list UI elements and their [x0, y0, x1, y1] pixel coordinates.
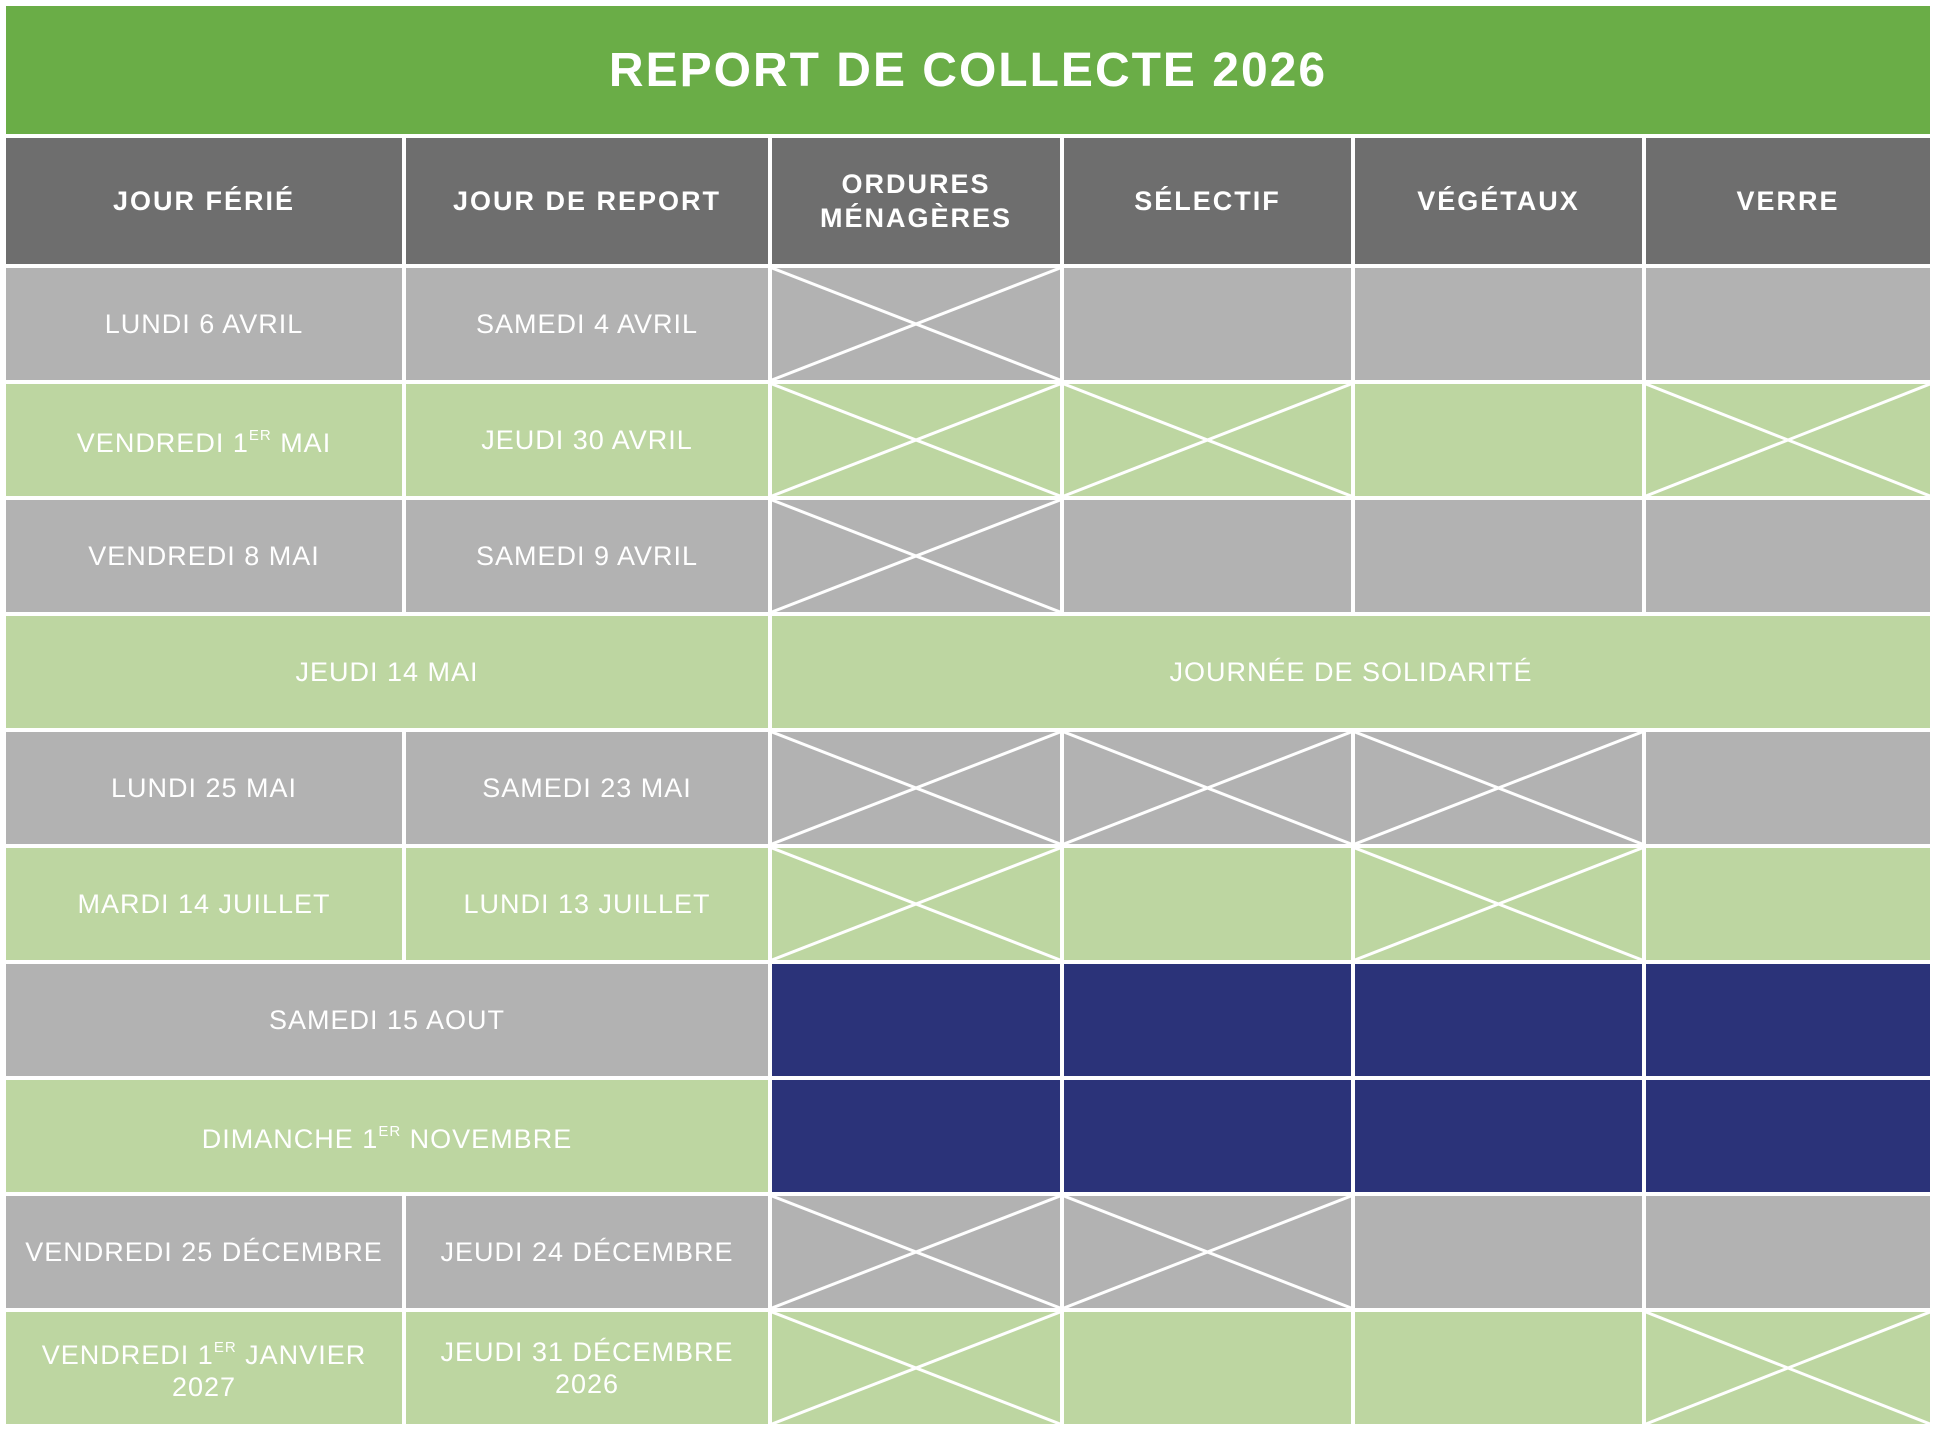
header-verre: VERRE: [1646, 138, 1930, 264]
row-ferie: VENDREDI 25 DÉCEMBRE: [6, 1196, 402, 1308]
cross-mark-icon: [772, 384, 1060, 496]
solidarity-day-note: JOURNÉE DE SOLIDARITÉ: [772, 616, 1930, 728]
cell-ordures: [772, 1312, 1060, 1424]
cell-verre: [1646, 384, 1930, 496]
cell-verre: [1646, 500, 1930, 612]
cell-selectif: [1064, 384, 1351, 496]
cell-no-collection: [772, 1080, 1060, 1192]
cell-selectif: [1064, 268, 1351, 380]
cell-no-collection: [1646, 1080, 1930, 1192]
cell-ordures: [772, 384, 1060, 496]
cell-selectif: [1064, 848, 1351, 960]
cell-ordures: [772, 268, 1060, 380]
cross-mark-icon: [1064, 1196, 1351, 1308]
cell-verre: [1646, 848, 1930, 960]
cross-mark-icon: [772, 732, 1060, 844]
row-ferie: VENDREDI 1ER JANVIER 2027: [6, 1312, 402, 1424]
cross-mark-icon: [1064, 732, 1351, 844]
cell-no-collection: [1064, 964, 1351, 1076]
cell-ordures: [772, 848, 1060, 960]
cross-mark-icon: [772, 1312, 1060, 1424]
cross-mark-icon: [772, 500, 1060, 612]
row-ferie: VENDREDI 1ER MAI: [6, 384, 402, 496]
row-report: JEUDI 31 DÉCEMBRE 2026: [406, 1312, 768, 1424]
row-report: LUNDI 13 JUILLET: [406, 848, 768, 960]
cell-selectif: [1064, 732, 1351, 844]
cell-vegetaux: [1355, 500, 1642, 612]
row-ferie: SAMEDI 15 AOUT: [6, 964, 768, 1076]
row-report: JEUDI 30 AVRIL: [406, 384, 768, 496]
cross-mark-icon: [772, 848, 1060, 960]
cross-mark-icon: [1646, 1312, 1930, 1424]
cell-no-collection: [772, 964, 1060, 1076]
header-vegetaux: VÉGÉTAUX: [1355, 138, 1642, 264]
cross-mark-icon: [1064, 384, 1351, 496]
header-jour-report: JOUR DE REPORT: [406, 138, 768, 264]
cross-mark-icon: [1355, 848, 1642, 960]
cell-verre: [1646, 268, 1930, 380]
cell-vegetaux: [1355, 732, 1642, 844]
cross-mark-icon: [772, 1196, 1060, 1308]
header-jour-ferie: JOUR FÉRIÉ: [6, 138, 402, 264]
cell-selectif: [1064, 1196, 1351, 1308]
row-report: SAMEDI 23 MAI: [406, 732, 768, 844]
header-selectif: SÉLECTIF: [1064, 138, 1351, 264]
cell-verre: [1646, 732, 1930, 844]
cell-ordures: [772, 1196, 1060, 1308]
row-ferie: VENDREDI 8 MAI: [6, 500, 402, 612]
cell-selectif: [1064, 500, 1351, 612]
cell-selectif: [1064, 1312, 1351, 1424]
cell-ordures: [772, 732, 1060, 844]
row-report: SAMEDI 4 AVRIL: [406, 268, 768, 380]
cross-mark-icon: [772, 268, 1060, 380]
header-ordures-menageres: ORDURES MÉNAGÈRES: [772, 138, 1060, 264]
row-ferie: DIMANCHE 1ER NOVEMBRE: [6, 1080, 768, 1192]
cell-no-collection: [1646, 964, 1930, 1076]
row-ferie: MARDI 14 JUILLET: [6, 848, 402, 960]
cross-mark-icon: [1355, 732, 1642, 844]
cell-no-collection: [1355, 1080, 1642, 1192]
cross-mark-icon: [1646, 384, 1930, 496]
cell-no-collection: [1064, 1080, 1351, 1192]
row-ferie: JEUDI 14 MAI: [6, 616, 768, 728]
cell-vegetaux: [1355, 1312, 1642, 1424]
row-report: SAMEDI 9 AVRIL: [406, 500, 768, 612]
cell-vegetaux: [1355, 268, 1642, 380]
row-report: JEUDI 24 DÉCEMBRE: [406, 1196, 768, 1308]
page-title: REPORT DE COLLECTE 2026: [6, 6, 1930, 134]
row-ferie: LUNDI 25 MAI: [6, 732, 402, 844]
cell-no-collection: [1355, 964, 1642, 1076]
cell-verre: [1646, 1196, 1930, 1308]
cell-verre: [1646, 1312, 1930, 1424]
cell-ordures: [772, 500, 1060, 612]
cell-vegetaux: [1355, 848, 1642, 960]
row-ferie: LUNDI 6 AVRIL: [6, 268, 402, 380]
cell-vegetaux: [1355, 1196, 1642, 1308]
cell-vegetaux: [1355, 384, 1642, 496]
